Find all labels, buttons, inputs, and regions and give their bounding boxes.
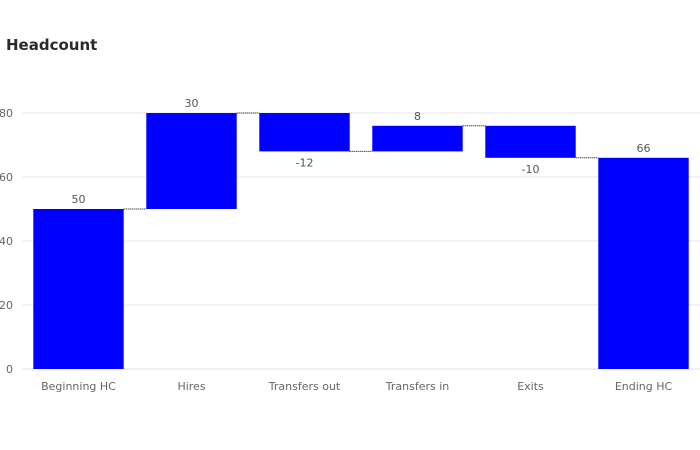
x-tick-label-2: Transfers out [268,380,341,393]
x-axis-ticks: Beginning HC Hires Transfers out Transfers … [41,380,672,393]
x-tick-label-1: Hires [177,380,205,393]
bar-layer [33,113,689,369]
bar-1 [146,113,237,209]
bar-4 [485,125,576,158]
data-label-2: -12 [296,156,314,169]
bar-2 [259,113,350,152]
data-label-1: 30 [185,97,199,110]
x-tick-label-3: Transfers in [385,380,450,393]
bar-5 [598,157,689,369]
y-tick-label: 60 [0,171,13,184]
x-tick-label-0: Beginning HC [41,380,116,393]
y-tick-label: 80 [0,107,13,120]
data-label-5: 66 [637,142,651,155]
bar-0 [33,209,124,369]
y-tick-label: 40 [0,235,13,248]
y-tick-label: 0 [6,363,13,376]
x-tick-label-4: Exits [517,380,544,393]
data-label-4: -10 [522,163,540,176]
bar-3 [372,125,463,152]
data-label-layer: 50 30 -12 8 -10 66 [72,97,651,206]
y-axis-ticks: 0 20 40 60 80 [0,107,13,376]
grid-layer [22,112,700,370]
connector-layer [123,112,599,210]
x-tick-label-5: Ending HC [615,380,673,393]
chart-title: Headcount [6,36,98,54]
data-label-3: 8 [414,110,421,123]
data-label-0: 50 [72,193,86,206]
y-tick-label: 20 [0,299,13,312]
